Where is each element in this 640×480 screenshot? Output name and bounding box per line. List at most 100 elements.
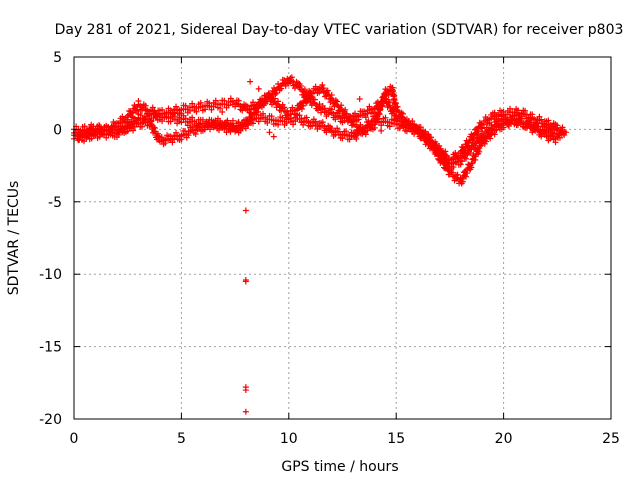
plot-frame	[73, 56, 612, 420]
point-band-b	[258, 104, 265, 111]
point-band-a	[186, 107, 193, 114]
point-band-b	[169, 139, 176, 146]
point-outliers	[266, 129, 273, 136]
point-band-c	[159, 118, 166, 125]
point-band-c	[482, 131, 489, 138]
point-band-c	[480, 135, 487, 142]
point-band-c	[467, 150, 474, 157]
point-band-b	[192, 131, 199, 138]
point-band-b	[476, 148, 483, 155]
point-band-c	[212, 122, 219, 129]
point-band-b	[139, 123, 146, 130]
point-outliers	[255, 85, 262, 92]
point-band-a	[278, 85, 285, 92]
data-points	[71, 74, 569, 415]
axis-ticks: 0 5 10 15 20 25 -20 -15 -10 -5 0 5	[39, 50, 620, 447]
chart-title: Day 281 of 2021, Sidereal Day-to-day VTE…	[55, 22, 624, 38]
point-band-a	[371, 108, 378, 115]
point-band-c	[549, 133, 556, 140]
point-band-c	[513, 122, 520, 129]
point-band-b	[130, 127, 137, 134]
point-band-c	[486, 130, 493, 137]
point-band-c	[81, 138, 88, 145]
point-band-a	[202, 106, 209, 113]
point-band-c	[133, 120, 140, 127]
point-band-c	[362, 127, 369, 134]
point-band-b	[185, 132, 192, 139]
point-outliers	[378, 127, 385, 134]
point-band-b	[324, 91, 331, 98]
point-band-a	[208, 106, 215, 113]
y-tick-label: -20	[39, 412, 62, 428]
point-band-a	[282, 82, 289, 89]
y-tick-label: 5	[53, 50, 62, 66]
point-band-b	[262, 96, 269, 103]
point-band-a	[193, 108, 200, 115]
point-band-c	[283, 120, 290, 127]
point-band-b	[215, 127, 222, 134]
point-band-c	[457, 161, 464, 168]
point-band-c	[309, 123, 316, 130]
x-axis-label: GPS time / hours	[281, 459, 398, 475]
x-tick-label: 15	[387, 431, 405, 447]
x-tick-label: 10	[280, 431, 298, 447]
point-band-b	[254, 108, 261, 115]
point-band-b	[298, 105, 305, 112]
point-band-c	[96, 133, 103, 140]
point-band-c	[167, 118, 174, 125]
point-band-a	[217, 105, 224, 112]
point-band-b	[260, 101, 267, 108]
point-band-b	[309, 93, 316, 100]
point-band-c	[378, 122, 385, 129]
point-band-a	[225, 102, 232, 109]
point-band-c	[411, 130, 418, 137]
point-band-c	[275, 121, 282, 128]
x-tick-label: 0	[70, 431, 79, 447]
point-band-a	[364, 110, 371, 117]
y-tick-label: -15	[39, 340, 62, 356]
point-outliers	[242, 387, 249, 394]
point-band-b	[381, 96, 388, 103]
point-band-a	[355, 116, 362, 123]
point-band-b	[491, 131, 498, 138]
point-band-a	[332, 116, 339, 123]
point-outliers	[247, 78, 254, 85]
point-band-c	[524, 123, 531, 130]
point-outliers	[376, 104, 383, 111]
point-band-c	[450, 164, 457, 171]
point-band-c	[242, 125, 249, 132]
point-band-c	[300, 121, 307, 128]
point-band-c	[339, 135, 346, 142]
point-outliers	[270, 133, 277, 140]
point-outliers	[219, 109, 226, 116]
y-axis-label: SDTVAR / TECUs	[6, 181, 22, 296]
point-band-c	[504, 121, 511, 128]
point-band-c	[88, 135, 95, 142]
point-band-c	[463, 155, 470, 162]
point-band-b	[468, 164, 475, 171]
point-band-c	[386, 123, 393, 130]
point-band-c	[458, 158, 465, 165]
point-band-c	[346, 136, 353, 143]
point-band-b	[178, 136, 185, 143]
point-band-b	[300, 102, 307, 109]
y-tick-label: -10	[39, 267, 62, 283]
point-band-b	[464, 170, 471, 177]
point-band-b	[500, 124, 507, 131]
x-tick-label: 25	[602, 431, 620, 447]
point-band-c	[193, 123, 200, 130]
point-band-c	[237, 127, 244, 134]
x-tick-label: 20	[495, 431, 513, 447]
point-band-c	[497, 121, 504, 128]
point-band-b	[256, 103, 263, 110]
point-band-a	[362, 114, 369, 121]
point-band-c	[556, 134, 563, 141]
point-band-b	[343, 114, 350, 121]
point-band-b	[552, 139, 559, 146]
point-band-c	[368, 121, 375, 128]
point-band-c	[472, 144, 479, 151]
point-band-c	[353, 135, 360, 142]
x-tick-label: 5	[177, 431, 186, 447]
point-band-b	[303, 99, 310, 106]
